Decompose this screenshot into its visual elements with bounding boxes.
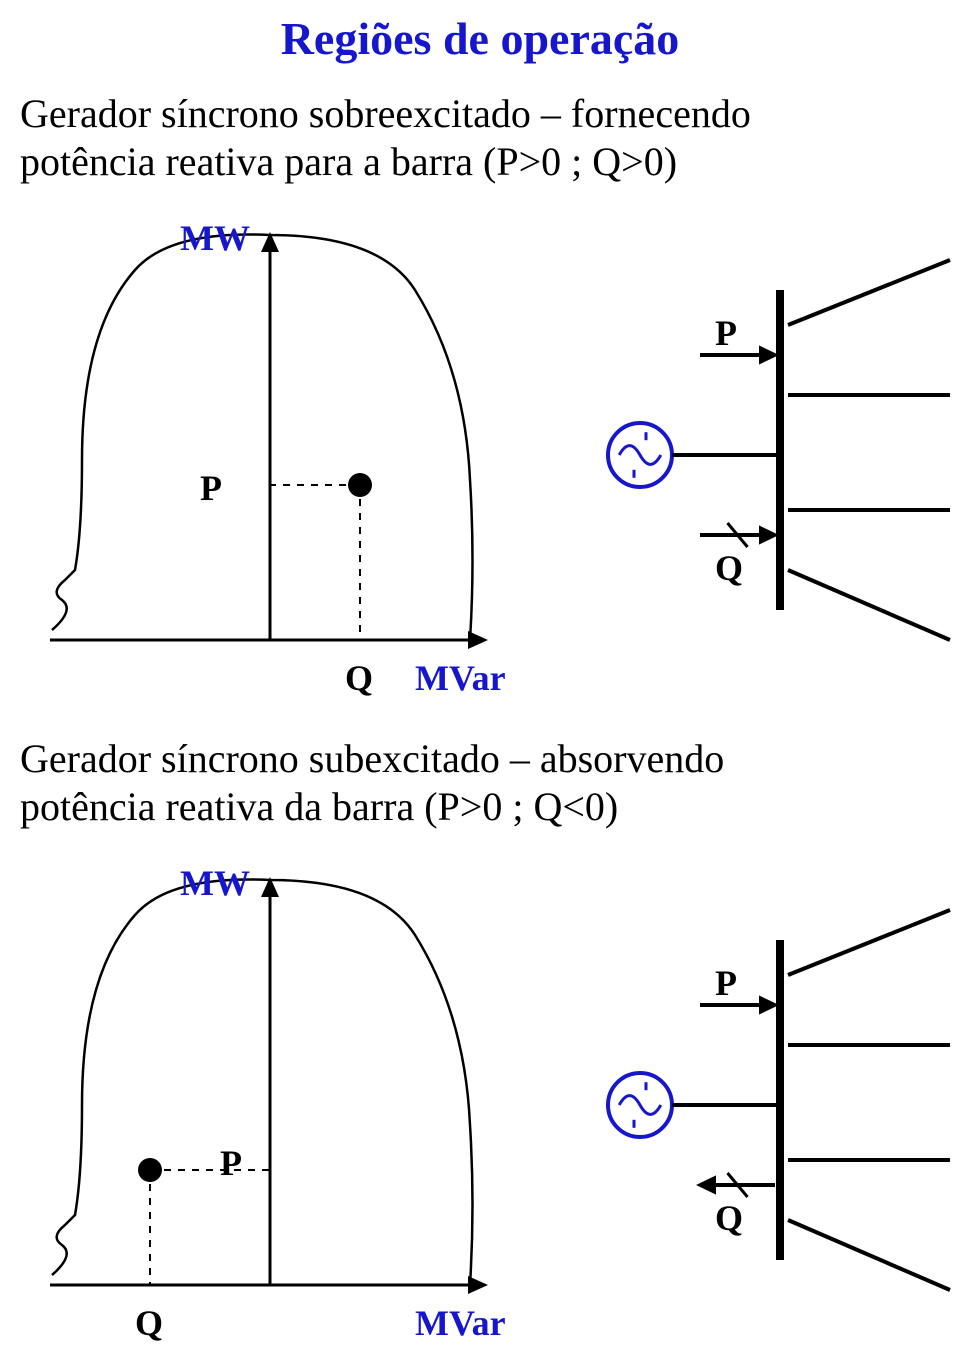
axis-label-q: Q xyxy=(135,1303,163,1343)
q-label: Q xyxy=(715,1198,743,1238)
axis-label-mvar: MVar xyxy=(415,1303,506,1343)
sine-icon xyxy=(619,1096,661,1115)
point-label-p: P xyxy=(200,468,222,508)
page-title: Regiões de operação xyxy=(0,12,960,65)
axis-label-mw: MW xyxy=(180,218,250,258)
desc-line: potência reativa para a barra (P>0 ; Q>0… xyxy=(20,138,751,186)
desc-line: potência reativa da barra (P>0 ; Q<0) xyxy=(20,783,724,831)
feeder-line xyxy=(788,570,950,640)
operating-point xyxy=(348,473,372,497)
circuit-diagram: PQ xyxy=(560,280,960,640)
section-description: Gerador síncrono sobreexcitado – fornece… xyxy=(20,90,751,186)
desc-line: Gerador síncrono subexcitado – absorvend… xyxy=(20,735,724,783)
p-label: P xyxy=(715,313,737,353)
capability-chart: MW MVar P Q xyxy=(20,845,560,1345)
axis-label-q: Q xyxy=(345,658,373,698)
feeder-line xyxy=(788,260,950,325)
desc-line: Gerador síncrono sobreexcitado – fornece… xyxy=(20,90,751,138)
point-label-p: P xyxy=(220,1143,242,1183)
p-label: P xyxy=(715,963,737,1003)
x-axis-arrow-icon xyxy=(468,1276,488,1294)
axis-label-mw: MW xyxy=(180,863,250,903)
q-label: Q xyxy=(715,548,743,588)
section-description: Gerador síncrono subexcitado – absorvend… xyxy=(20,735,724,831)
sine-icon xyxy=(619,446,661,465)
operating-point xyxy=(138,1158,162,1182)
x-axis-arrow-icon xyxy=(468,631,488,649)
q-arrow-head-icon xyxy=(696,1175,716,1194)
capability-chart: MW MVar P Q xyxy=(20,200,560,710)
circuit-diagram: PQ xyxy=(560,930,960,1290)
axis-label-mvar: MVar xyxy=(415,658,506,698)
feeder-line xyxy=(788,1220,950,1290)
capability-curve xyxy=(52,879,473,1285)
capability-curve xyxy=(52,234,473,640)
feeder-line xyxy=(788,910,950,975)
